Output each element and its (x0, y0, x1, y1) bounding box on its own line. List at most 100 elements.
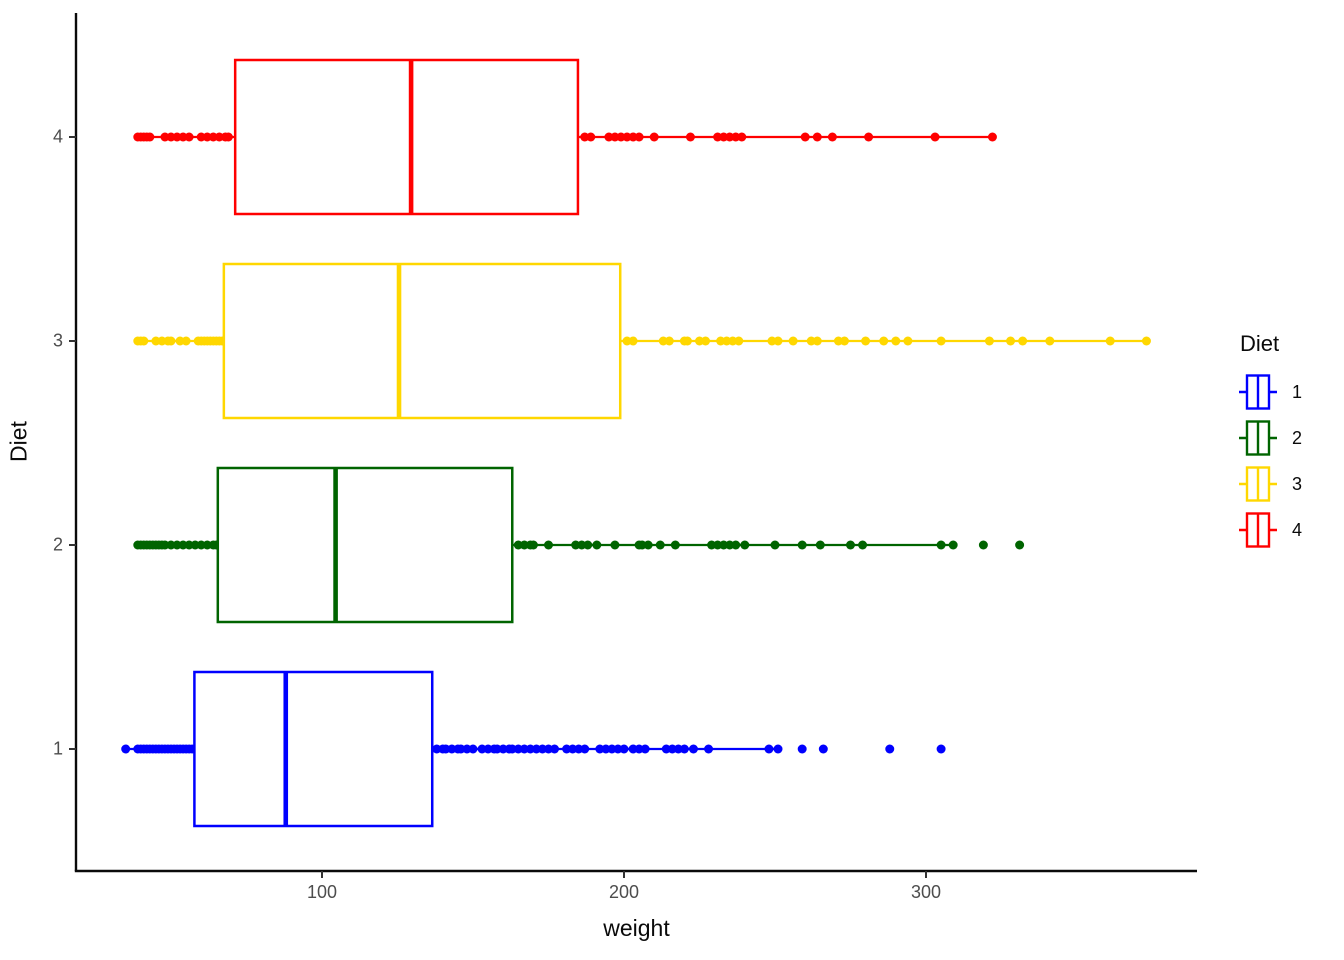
x-tick-label-200: 200 (608, 882, 640, 902)
legend-key-diet-4: 4 (1238, 507, 1302, 553)
data-point-diet-4 (145, 132, 155, 142)
legend-title: Diet (1240, 331, 1280, 356)
y-tick-label-1: 1 (52, 738, 63, 759)
data-point-diet-1 (121, 744, 131, 754)
legend-key-diet-3: 3 (1238, 461, 1302, 507)
data-point-diet-4 (586, 132, 596, 142)
legend: Diet 1 2 3 4 (1238, 331, 1302, 553)
data-point-diet-1 (688, 744, 698, 754)
data-point-diet-2 (815, 540, 825, 550)
data-point-diet-4 (737, 132, 747, 142)
data-point-diet-2 (858, 540, 868, 550)
data-point-diet-2 (936, 540, 946, 550)
data-point-diet-3 (1018, 336, 1028, 346)
data-point-diet-3 (839, 336, 849, 346)
data-point-diet-3 (773, 336, 783, 346)
data-point-diet-4 (634, 132, 644, 142)
data-point-diet-2 (948, 540, 958, 550)
data-point-diet-2 (592, 540, 602, 550)
boxplot-key-icon (1239, 512, 1277, 548)
data-point-diet-3 (861, 336, 871, 346)
data-point-diet-3 (1105, 336, 1115, 346)
data-point-diet-4 (649, 132, 659, 142)
box-rect-diet-3 (222, 262, 622, 420)
data-point-diet-4 (864, 132, 874, 142)
data-point-diet-2 (797, 540, 807, 550)
data-point-diet-3 (166, 336, 176, 346)
data-point-diet-3 (628, 336, 638, 346)
data-point-diet-4 (800, 132, 810, 142)
data-point-diet-1 (468, 744, 478, 754)
y-tick-label-2: 2 (52, 534, 63, 555)
outlier-point-diet-1 (885, 744, 895, 754)
data-point-diet-4 (184, 132, 194, 142)
data-point-diet-1 (640, 744, 650, 754)
outlier-point-diet-2 (1015, 540, 1025, 550)
outlier-point-diet-1 (797, 744, 807, 754)
outlier-point-diet-1 (818, 744, 828, 754)
legend-key-label: 1 (1292, 381, 1303, 402)
x-axis-title: weight (603, 915, 670, 941)
data-point-diet-3 (903, 336, 913, 346)
data-point-diet-2 (731, 540, 741, 550)
data-point-diet-3 (812, 336, 822, 346)
data-point-diet-3 (891, 336, 901, 346)
y-tick-label-3: 3 (52, 330, 63, 351)
data-point-diet-3 (936, 336, 946, 346)
data-point-diet-3 (181, 336, 191, 346)
box-rect-diet-4 (233, 58, 580, 216)
data-point-diet-3 (139, 336, 149, 346)
data-point-diet-3 (879, 336, 889, 346)
x-tick-label-100: 100 (306, 882, 338, 902)
data-point-diet-3 (1141, 336, 1151, 346)
data-point-diet-3 (664, 336, 674, 346)
data-point-diet-4 (223, 132, 233, 142)
data-point-diet-3 (701, 336, 711, 346)
outlier-point-diet-2 (978, 540, 988, 550)
data-point-diet-4 (827, 132, 837, 142)
legend-key-diet-2: 2 (1238, 415, 1302, 461)
data-point-diet-2 (770, 540, 780, 550)
data-point-diet-1 (550, 744, 560, 754)
data-point-diet-2 (583, 540, 593, 550)
data-point-diet-2 (528, 540, 538, 550)
data-point-diet-3 (788, 336, 798, 346)
boxplot-key-icon (1239, 374, 1277, 410)
data-point-diet-2 (544, 540, 553, 550)
y-axis-title: Diet (5, 421, 32, 463)
boxplot-key-icon (1239, 420, 1277, 456)
data-point-diet-3 (682, 336, 692, 346)
data-point-diet-1 (773, 744, 783, 754)
data-point-diet-3 (1006, 336, 1016, 346)
data-point-diet-4 (987, 132, 997, 142)
data-point-diet-2 (655, 540, 665, 550)
legend-key-label: 2 (1292, 427, 1303, 448)
data-point-diet-4 (930, 132, 940, 142)
data-point-diet-3 (1045, 336, 1055, 346)
data-point-diet-4 (812, 132, 822, 142)
legend-key-label: 3 (1292, 473, 1303, 494)
box-rect-diet-1 (193, 670, 434, 828)
data-point-diet-2 (610, 540, 620, 550)
data-point-diet-3 (984, 336, 994, 346)
data-point-diet-4 (685, 132, 695, 142)
data-point-diet-1 (679, 744, 689, 754)
outlier-point-diet-1 (936, 744, 946, 754)
data-point-diet-1 (619, 744, 629, 754)
legend-key-diet-1: 1 (1238, 369, 1302, 415)
data-point-diet-2 (670, 540, 680, 550)
data-point-diet-1 (580, 744, 590, 754)
data-point-diet-1 (764, 744, 774, 754)
data-point-diet-2 (643, 540, 653, 550)
data-point-diet-1 (704, 744, 714, 754)
data-point-diet-2 (846, 540, 855, 550)
x-tick-label-300: 300 (910, 882, 942, 902)
data-point-diet-3 (734, 336, 744, 346)
data-point-diet-2 (740, 540, 750, 550)
box-rect-diet-2 (216, 466, 514, 624)
legend-key-label: 4 (1292, 519, 1303, 540)
y-tick-label-4: 4 (52, 126, 63, 147)
boxplot-key-icon (1239, 466, 1277, 502)
